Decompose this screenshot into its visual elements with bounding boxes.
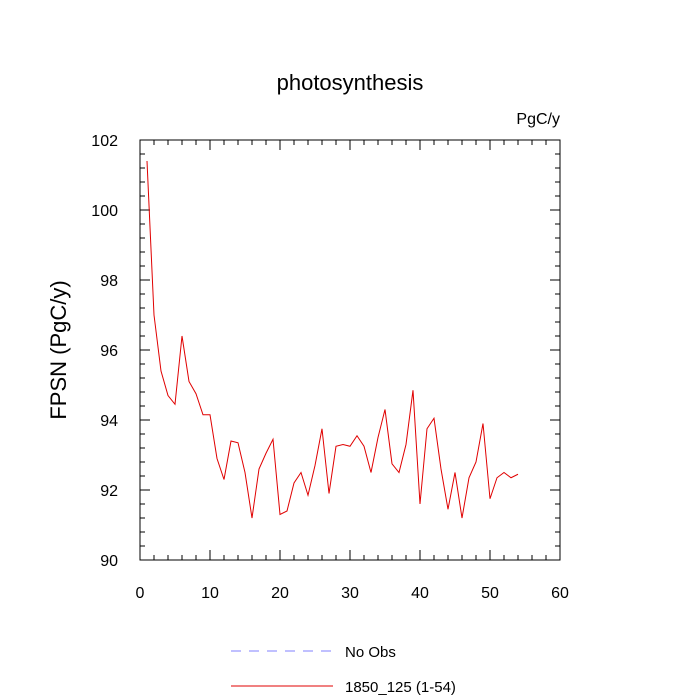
legend-label-0: No Obs bbox=[345, 644, 396, 661]
x-tick-label: 10 bbox=[201, 585, 219, 602]
y-tick-label: 90 bbox=[100, 553, 118, 570]
x-tick-label: 20 bbox=[271, 585, 289, 602]
units-label: PgC/y bbox=[516, 111, 560, 128]
x-tick-label: 30 bbox=[341, 585, 359, 602]
series-line-1 bbox=[146, 160, 519, 519]
y-axis-label: FPSN (PgC/y) bbox=[46, 280, 71, 419]
series-group bbox=[146, 160, 519, 519]
y-tick-label: 100 bbox=[91, 203, 118, 220]
y-tick-label: 96 bbox=[100, 343, 118, 360]
x-tick-label: 40 bbox=[411, 585, 429, 602]
x-tick-label: 50 bbox=[481, 585, 499, 602]
legend-label-1: 1850_125 (1-54) bbox=[345, 679, 456, 696]
chart-title: photosynthesis bbox=[277, 70, 424, 95]
y-tick-label: 92 bbox=[100, 483, 118, 500]
y-tick-label: 98 bbox=[100, 273, 118, 290]
y-tick-label: 102 bbox=[91, 133, 118, 150]
axis-tick-labels: 0 10 20 30 40 50 60 90 92 94 96 98 100 102 bbox=[91, 133, 569, 602]
plot-frame bbox=[139, 139, 561, 561]
legend: No Obs 1850_125 (1-54) bbox=[231, 644, 456, 696]
x-tick-label: 0 bbox=[136, 585, 145, 602]
y-tick-label: 94 bbox=[100, 413, 118, 430]
axis-ticks bbox=[139, 139, 561, 561]
x-tick-label: 60 bbox=[551, 585, 569, 602]
